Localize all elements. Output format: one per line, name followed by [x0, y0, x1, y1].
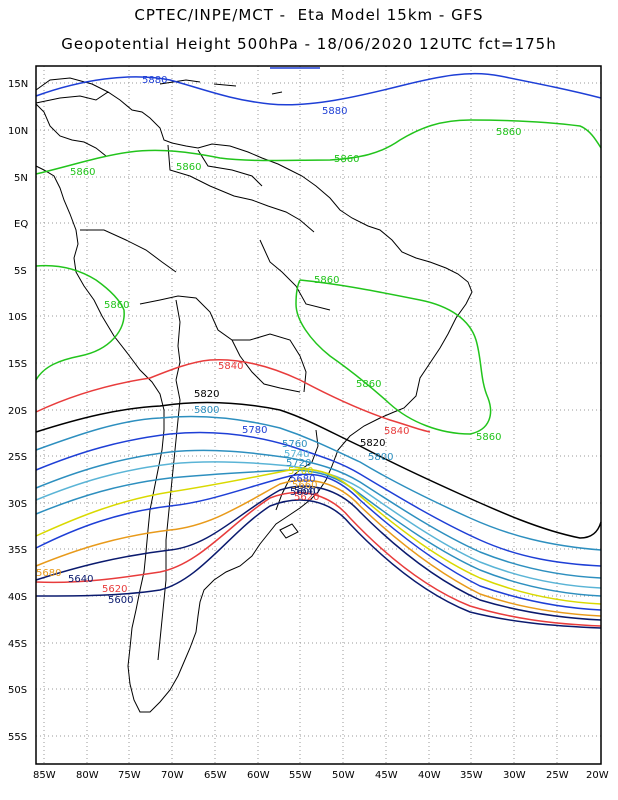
grid-lines	[36, 66, 601, 764]
contour-label: 5800	[194, 405, 219, 416]
lon-label: 40W	[418, 770, 441, 781]
contour-label: 5660	[292, 480, 317, 491]
contour-5840	[35, 358, 431, 433]
lon-label: 20W	[586, 770, 609, 781]
lat-label: EQ	[14, 219, 28, 230]
contour-label: 5860	[176, 162, 201, 173]
contour-label: 5640	[294, 486, 319, 497]
lat-label: 35S	[8, 545, 27, 556]
lon-label: 75W	[118, 770, 141, 781]
caribbean-islands	[159, 79, 283, 95]
contour-5780	[35, 431, 602, 567]
contour-label: 5700	[288, 466, 313, 477]
lon-label: 70W	[161, 770, 184, 781]
contour-label: 5720	[286, 458, 311, 469]
contour-label: 5880	[142, 75, 167, 86]
contour-labels: 5880 5880 5860 5860 5860 5860 5860 5860 …	[36, 75, 521, 606]
contour-5620	[35, 491, 602, 627]
contour-5640	[35, 485, 602, 621]
contour-5700	[35, 468, 602, 605]
contour-5720	[35, 469, 602, 597]
contour-label: 5860	[314, 275, 339, 286]
lat-label: 45S	[8, 639, 27, 650]
map-frame	[35, 65, 602, 765]
contour-5880-north	[35, 72, 602, 106]
contour-label: 5620	[294, 492, 319, 503]
map-title-line2: Geopotential Height 500hPa - 18/06/2020 …	[61, 35, 557, 53]
contour-5860-brazil	[295, 279, 492, 435]
contour-label: 5780	[242, 425, 267, 436]
lon-label: 65W	[204, 770, 227, 781]
contour-5800	[35, 415, 602, 551]
contour-5860-north	[35, 119, 602, 175]
lat-label: 30S	[8, 499, 27, 510]
contour-label: 5840	[218, 361, 243, 372]
contour-5860-south	[35, 264, 125, 381]
falklands	[279, 523, 299, 539]
lat-label: 5S	[14, 266, 27, 277]
central-america	[35, 77, 109, 157]
lon-label: 45W	[375, 770, 398, 781]
contour-label: 5860	[104, 300, 129, 311]
contour-label: 5840	[384, 426, 409, 437]
lat-label: 15N	[8, 79, 28, 90]
contour-label: 5680	[290, 474, 315, 485]
contour-label: 5880	[322, 106, 347, 117]
longitude-labels: 85W 80W 75W 70W 65W 60W 55W 50W 45W 40W …	[33, 770, 609, 781]
lon-label: 60W	[247, 770, 270, 781]
lat-label: 25S	[8, 452, 27, 463]
lat-label: 50S	[8, 685, 27, 696]
contour-label: 5620	[102, 584, 127, 595]
contour-label: 5600	[290, 487, 315, 498]
lon-label: 25W	[546, 770, 569, 781]
contour-label: 5680	[36, 568, 61, 579]
lat-label: 10S	[8, 312, 27, 323]
lat-label: 10N	[8, 126, 28, 137]
map-title-line1: CPTEC/INPE/MCT - Eta Model 15km - GFS	[134, 6, 484, 24]
contour-label: 5740	[284, 449, 309, 460]
coastlines	[35, 77, 473, 713]
contour-5660	[35, 479, 602, 617]
lon-label: 30W	[503, 770, 526, 781]
lat-label: 5N	[14, 173, 28, 184]
contour-label: 5820	[360, 438, 385, 449]
lon-label: 50W	[332, 770, 355, 781]
contour-label: 5800	[368, 452, 393, 463]
contour-5600	[35, 499, 602, 629]
contour-label: 5860	[70, 167, 95, 178]
latitude-labels: 15N 10N 5N EQ 5S 10S 15S 20S 25S 30S 35S…	[8, 79, 28, 743]
lat-label: 40S	[8, 592, 27, 603]
contour-label: 5760	[282, 439, 307, 450]
contour-label: 5860	[334, 154, 359, 165]
contour-label: 5860	[496, 127, 521, 138]
contour-5680	[35, 473, 602, 611]
contour-5820	[35, 401, 602, 539]
lon-label: 80W	[76, 770, 99, 781]
contour-label: 5600	[108, 595, 133, 606]
lat-label: 55S	[8, 732, 27, 743]
lon-label: 55W	[289, 770, 312, 781]
contour-label: 5860	[356, 379, 381, 390]
contour-label: 5820	[194, 389, 219, 400]
south-america-coastline	[35, 91, 473, 713]
lon-label: 85W	[33, 770, 56, 781]
lon-label: 35W	[460, 770, 483, 781]
lat-label: 20S	[8, 406, 27, 417]
contour-label: 5640	[68, 574, 93, 585]
contour-5760	[35, 449, 602, 579]
contour-label: 5860	[476, 432, 501, 443]
contours	[35, 67, 602, 629]
contour-5740	[35, 461, 602, 589]
lat-label: 15S	[8, 359, 27, 370]
